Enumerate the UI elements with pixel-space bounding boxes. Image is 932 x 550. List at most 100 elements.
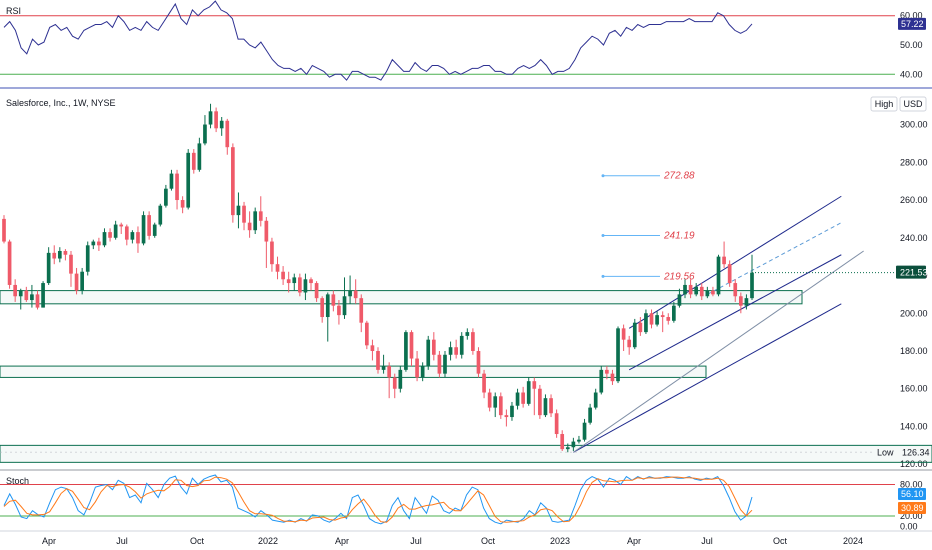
candle xyxy=(197,137,202,172)
candle xyxy=(359,294,364,333)
candle-body xyxy=(113,224,118,238)
candle xyxy=(119,222,124,234)
candle xyxy=(616,326,620,384)
candle-body xyxy=(632,322,637,348)
time-axis[interactable]: Apr Jul Oct 2022 Apr Jul Oct 2023 Apr Jul Oct 2024 xyxy=(42,536,863,546)
candle xyxy=(683,279,687,299)
candle-body xyxy=(74,273,79,291)
support-zone xyxy=(0,444,932,463)
candle-body xyxy=(426,339,431,367)
candle-body xyxy=(437,354,442,374)
candle-body xyxy=(526,381,531,404)
candle xyxy=(281,266,285,285)
svg-text:126.34: 126.34 xyxy=(902,447,930,457)
candle-body xyxy=(364,322,369,346)
candle xyxy=(426,335,431,370)
channel-upper-line xyxy=(628,195,842,329)
candle-body xyxy=(398,369,403,389)
candle-body xyxy=(415,358,419,378)
currency-button[interactable]: USD xyxy=(899,96,927,112)
candle xyxy=(398,366,403,393)
candle-body xyxy=(219,120,224,129)
candle-body xyxy=(454,347,458,355)
candle-body xyxy=(225,120,230,148)
channel-outer-line xyxy=(573,250,864,453)
candle-body xyxy=(515,392,520,406)
candle xyxy=(214,107,218,133)
candle xyxy=(225,118,230,155)
rsi-axis-tick-label: 50.00 xyxy=(900,40,923,50)
candle xyxy=(577,435,581,444)
candle-body xyxy=(443,354,447,374)
candle-body xyxy=(582,422,587,440)
candle-body xyxy=(431,339,436,355)
candle xyxy=(543,394,548,418)
candle-body xyxy=(35,294,40,308)
candle xyxy=(186,149,191,210)
price-axis-tick-label: 240.00 xyxy=(900,233,928,243)
candle xyxy=(169,169,174,191)
candle xyxy=(41,281,45,308)
candle-body xyxy=(459,335,464,355)
candle xyxy=(554,409,559,438)
candle-body xyxy=(18,290,23,297)
candle xyxy=(91,239,96,250)
candle-body xyxy=(711,290,715,295)
candle xyxy=(711,286,715,297)
candle xyxy=(716,254,721,297)
candle xyxy=(80,267,84,295)
candle xyxy=(152,222,157,238)
candle-body xyxy=(292,277,297,284)
price-pane[interactable]: Salesforce, Inc., 1W, NYSE High USD 120.… xyxy=(0,96,932,469)
candle-body xyxy=(57,250,62,259)
candle-body xyxy=(543,398,548,416)
candle-body xyxy=(147,215,151,236)
candle xyxy=(476,347,481,378)
candle xyxy=(136,226,140,253)
candle-body xyxy=(409,332,414,359)
candle-body xyxy=(258,211,263,221)
svg-text:USD: USD xyxy=(903,99,923,109)
candle-body xyxy=(85,245,90,272)
channel-projection-line xyxy=(707,222,842,295)
rsi-pane[interactable]: RSI 40.00 50.00 60.00 57.22 xyxy=(0,0,926,81)
target-arrow-head xyxy=(601,174,605,178)
candle-body xyxy=(309,279,313,284)
candle xyxy=(504,409,509,427)
candle xyxy=(320,296,325,323)
candle xyxy=(370,339,375,361)
candle-body xyxy=(164,188,168,206)
candle-body xyxy=(91,241,96,246)
candle-body xyxy=(660,315,665,318)
channel-mid-line xyxy=(628,254,842,371)
target-label: 219.56 xyxy=(663,271,695,282)
candle xyxy=(699,283,704,301)
candle-body xyxy=(616,328,620,382)
candle xyxy=(582,418,587,442)
price-axis-tick-label: 300.00 xyxy=(900,120,928,130)
candle-body xyxy=(191,152,196,170)
candle xyxy=(113,220,118,240)
candle xyxy=(57,247,62,263)
candle xyxy=(141,211,146,246)
svg-text:High: High xyxy=(875,99,894,109)
candle-body xyxy=(705,290,710,297)
candle-body xyxy=(314,283,319,299)
low-marker: Low 126.34 xyxy=(877,447,930,457)
candle xyxy=(431,332,436,361)
candle xyxy=(437,350,442,378)
candle xyxy=(292,273,297,291)
candle-body xyxy=(24,290,29,301)
channel-lower-line xyxy=(573,303,842,453)
candle xyxy=(376,347,380,374)
candle-body xyxy=(560,434,565,450)
time-axis-tick-label: 2023 xyxy=(550,536,570,546)
high-button[interactable]: High xyxy=(870,96,898,112)
candle-body xyxy=(7,241,12,285)
candle xyxy=(108,228,112,242)
candle xyxy=(275,256,280,280)
candle xyxy=(471,328,475,355)
candle xyxy=(247,211,252,238)
